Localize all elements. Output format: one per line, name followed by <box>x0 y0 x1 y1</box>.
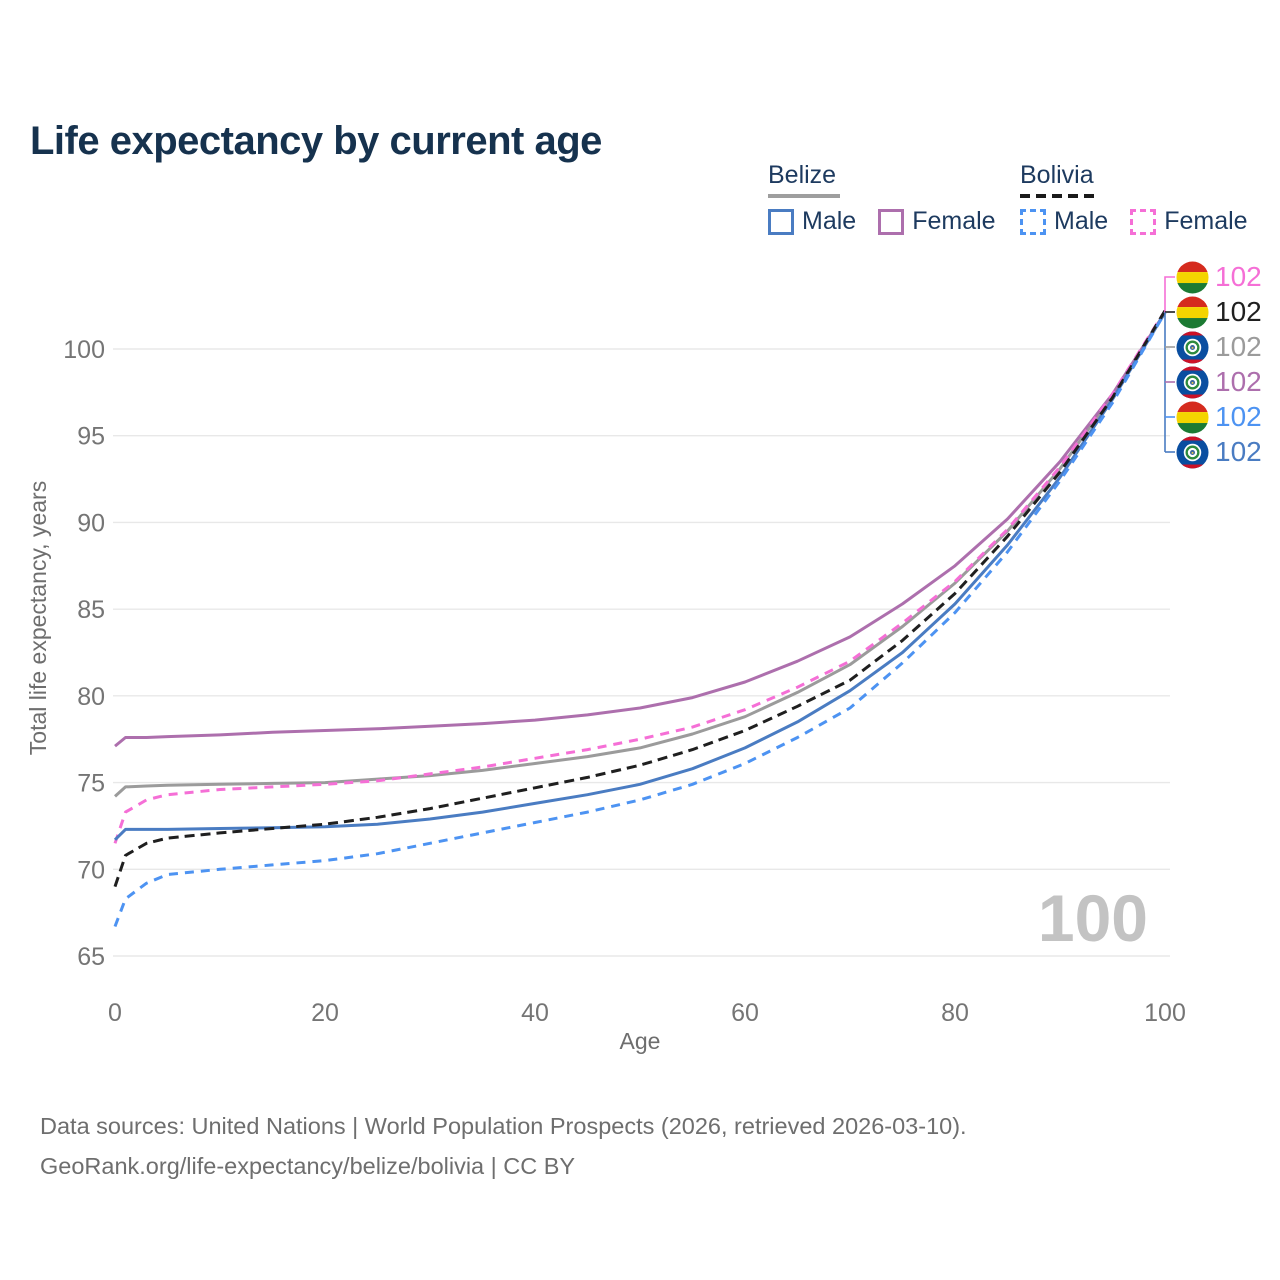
x-axis-title: Age <box>620 1028 661 1054</box>
x-tick-label: 20 <box>311 999 339 1027</box>
bolivia-male-swatch-icon <box>1020 208 1046 235</box>
leader-line-bolivia-female <box>1164 276 1175 313</box>
legend-item-bolivia-male[interactable]: Male <box>1020 207 1108 236</box>
belize-flag-icon <box>1176 330 1209 364</box>
end-label-belize_male: 102 <box>1176 434 1262 470</box>
legend-line-sample-belize <box>768 194 840 198</box>
bolivia-flag-icon-wrap <box>1176 400 1209 434</box>
y-tick-label: 75 <box>77 770 105 798</box>
legend-item-label: Male <box>1054 207 1109 235</box>
legend-items-bolivia: Male Female <box>1020 207 1248 236</box>
end-label-belize_total: 102 <box>1176 329 1262 365</box>
end-label-bolivia_total: 102 <box>1176 294 1262 330</box>
attribution-line: GeoRank.org/life-expectancy/belize/boliv… <box>40 1153 576 1179</box>
series-line-bolivia_male[interactable] <box>113 311 1167 928</box>
bolivia-flag-icon-wrap <box>1176 295 1209 329</box>
end-label-bolivia_female: 102 <box>1176 259 1262 295</box>
belize-male-swatch-icon <box>768 208 794 235</box>
bolivia-female-swatch-icon <box>1130 208 1157 235</box>
legend-group-bolivia: Bolivia Male Female <box>1020 161 1248 236</box>
y-tick-label: 65 <box>77 943 105 971</box>
bolivia-flag-icon <box>1176 260 1209 294</box>
end-label-value: 102 <box>1215 401 1262 432</box>
x-tick-label: 60 <box>731 999 759 1027</box>
series-line-belize_female[interactable] <box>114 311 1167 748</box>
belize-flag-icon-wrap <box>1176 330 1209 364</box>
x-tick-label: 0 <box>108 999 122 1027</box>
series-line-bolivia_female[interactable] <box>113 310 1167 844</box>
y-tick-label: 80 <box>77 683 105 711</box>
legend-line-sample-bolivia <box>1020 194 1100 198</box>
end-label-value: 102 <box>1215 296 1262 327</box>
series-line-belize_male[interactable] <box>113 311 1167 841</box>
legend-country-bolivia[interactable]: Bolivia <box>1020 161 1094 189</box>
belize-flag-icon-wrap <box>1176 435 1209 469</box>
x-tick-label: 40 <box>521 999 549 1027</box>
belize-flag-icon <box>1176 365 1209 399</box>
legend-item-label: Female <box>912 207 996 235</box>
y-tick-label: 70 <box>77 856 105 884</box>
legend-group-belize: Belize Male Female <box>768 161 996 236</box>
legend-item-belize-male[interactable]: Male <box>768 207 856 236</box>
belize-flag-icon-wrap <box>1176 365 1209 399</box>
series-line-belize_total[interactable] <box>113 311 1167 798</box>
end-label-value: 102 <box>1215 331 1262 362</box>
y-tick-label: 95 <box>77 423 105 451</box>
end-label-value: 102 <box>1215 436 1262 467</box>
legend-items-belize: Male Female <box>768 207 996 236</box>
series-line-bolivia_total[interactable] <box>113 310 1167 888</box>
legend-item-label: Female <box>1164 207 1248 235</box>
bolivia-flag-icon-wrap <box>1176 260 1209 294</box>
x-tick-label: 80 <box>941 999 969 1027</box>
bolivia-flag-icon <box>1176 400 1209 434</box>
end-label-value: 102 <box>1215 366 1262 397</box>
end-label-belize_female: 102 <box>1176 364 1262 400</box>
legend-country-belize[interactable]: Belize <box>768 161 837 189</box>
age-watermark: 100 <box>1038 881 1148 955</box>
x-tick-label: 100 <box>1144 999 1186 1027</box>
footer: Data sources: United Nations | World Pop… <box>40 1106 967 1186</box>
y-tick-label: 90 <box>77 509 105 537</box>
end-label-value: 102 <box>1215 261 1262 292</box>
legend-item-belize-female[interactable]: Female <box>878 207 996 236</box>
bolivia-flag-icon <box>1176 295 1209 329</box>
y-axis-title: Total life expectancy, years <box>25 481 51 755</box>
data-source-line: Data sources: United Nations | World Pop… <box>40 1113 967 1139</box>
y-tick-label: 85 <box>77 596 105 624</box>
legend-item-bolivia-female[interactable]: Female <box>1130 207 1248 236</box>
end-label-bolivia_male: 102 <box>1176 399 1262 435</box>
page-title: Life expectancy by current age <box>30 118 602 163</box>
y-tick-label: 100 <box>63 336 105 364</box>
belize-flag-icon <box>1176 435 1209 469</box>
legend-item-label: Male <box>802 207 857 235</box>
belize-female-swatch-icon <box>878 208 905 235</box>
